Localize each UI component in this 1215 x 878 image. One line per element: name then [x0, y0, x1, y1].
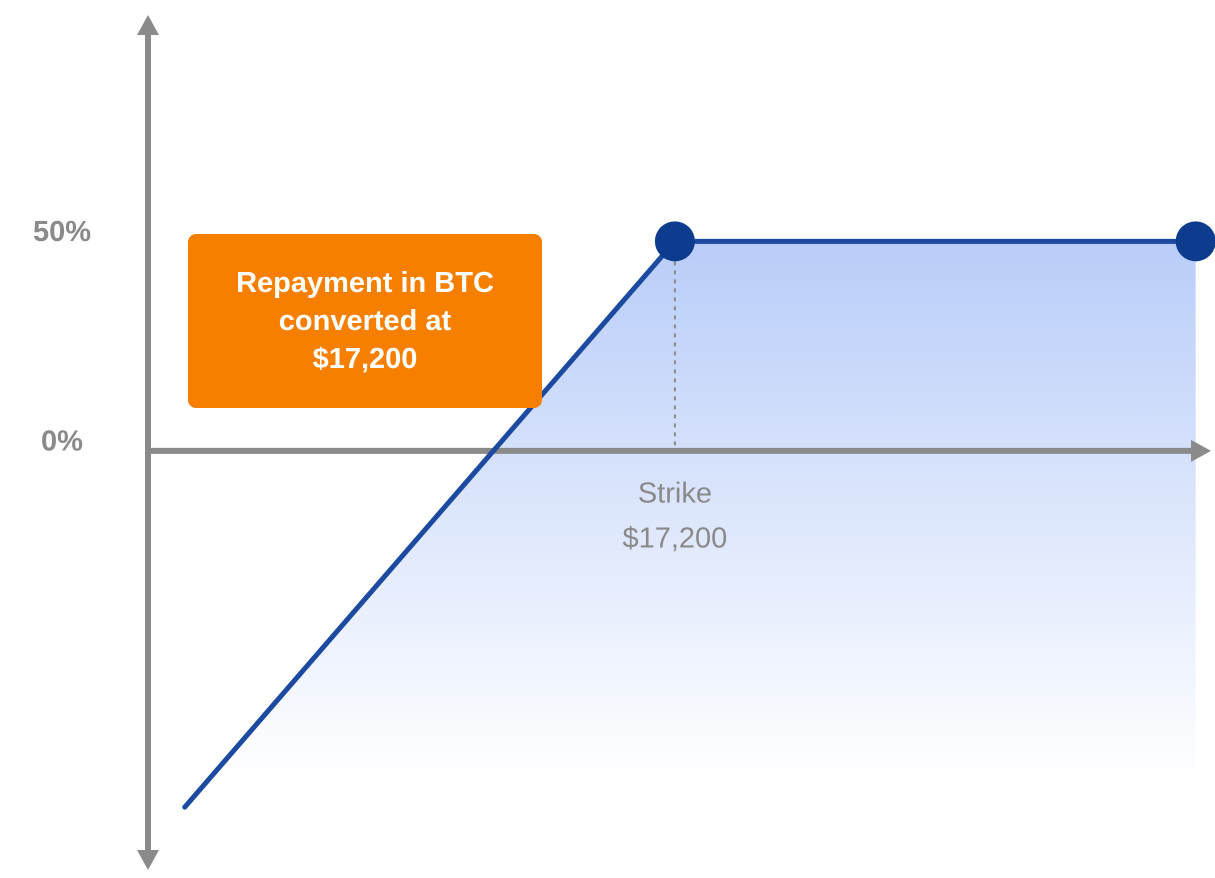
annotation-box: Repayment in BTC converted at $17,200	[188, 234, 542, 408]
annotation-text: Repayment in BTC converted at $17,200	[236, 267, 494, 375]
y-tick-label: 50%	[33, 216, 91, 248]
y-axis-arrow-bottom	[137, 850, 159, 870]
x-axis-arrow	[1191, 439, 1211, 462]
strike-label: Strike	[638, 478, 712, 510]
marker	[1175, 221, 1215, 262]
strike-value: $17,200	[622, 523, 727, 555]
marker	[654, 221, 695, 262]
area-fill	[184, 241, 1196, 808]
y-tick-label: 0%	[41, 426, 83, 458]
y-axis-arrow-top	[137, 15, 159, 35]
